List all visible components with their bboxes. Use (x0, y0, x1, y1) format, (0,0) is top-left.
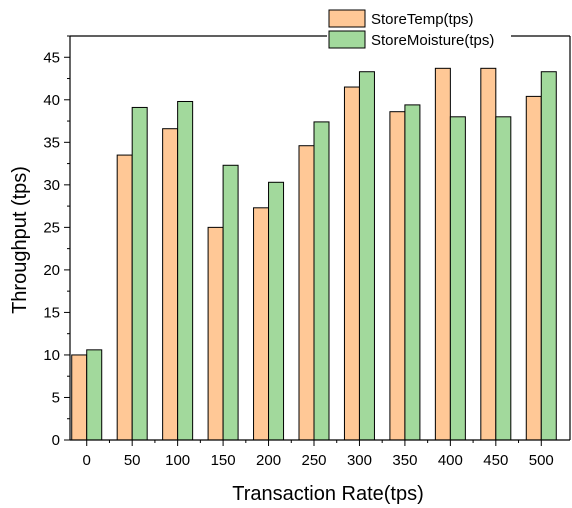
bar-storetemptps-300 (343, 86, 360, 441)
x-tick-label: 0 (83, 452, 91, 469)
bar-storetemptps-50 (116, 154, 133, 441)
bar-storetemptps-500 (525, 95, 542, 441)
y-tick-label: 35 (43, 134, 60, 151)
bar-storemoisturetps-400 (449, 116, 466, 441)
y-tick-label: 5 (52, 389, 60, 406)
bar-storetemptps-350 (389, 111, 406, 441)
x-tick-label: 200 (256, 452, 281, 469)
bar-storemoisturetps-150 (222, 164, 239, 441)
legend-label: StoreMoisture(tps) (371, 32, 494, 49)
x-tick-label: 100 (165, 452, 190, 469)
bar-storetemptps-450 (480, 67, 497, 441)
legend-swatch (328, 30, 366, 49)
y-tick-label: 30 (43, 177, 60, 194)
bar-storemoisturetps-450 (495, 116, 512, 441)
x-axis-title: Transaction Rate(tps) (232, 483, 424, 505)
bar-storemoisturetps-300 (358, 71, 375, 441)
y-axis-title: Throughput (tps) (9, 166, 31, 314)
bar-storetemptps-100 (162, 128, 179, 441)
bar-storetemptps-400 (434, 67, 451, 441)
bar-storetemptps-150 (207, 226, 224, 441)
bar-storetemptps-200 (253, 207, 270, 441)
bar-storemoisturetps-200 (268, 181, 285, 441)
y-tick-label: 15 (43, 304, 60, 321)
bar-storemoisturetps-250 (313, 121, 330, 441)
y-tick-label: 45 (43, 49, 60, 66)
bar-storetemptps-250 (298, 145, 315, 441)
axes-layer (64, 35, 571, 446)
x-tick-label: 450 (483, 452, 508, 469)
x-tick-label: 250 (301, 452, 326, 469)
bar-storemoisturetps-50 (131, 106, 148, 441)
legend-swatch (328, 9, 366, 28)
bars-layer (71, 67, 557, 441)
x-tick-label: 50 (124, 452, 141, 469)
bar-storetemptps-0 (71, 354, 88, 441)
x-tick-label: 150 (211, 452, 236, 469)
bar-storemoisturetps-500 (540, 71, 557, 441)
x-tick-label: 350 (392, 452, 417, 469)
bar-storemoisturetps-0 (86, 349, 103, 441)
x-tick-label: 500 (529, 452, 554, 469)
bar-storemoisturetps-350 (404, 104, 421, 441)
y-tick-label: 0 (52, 432, 60, 449)
y-tick-label: 20 (43, 262, 60, 279)
y-tick-label: 40 (43, 92, 60, 109)
y-tick-label: 25 (43, 219, 60, 236)
x-tick-label: 400 (438, 452, 463, 469)
legend: StoreTemp(tps) StoreMoisture(tps) (327, 8, 511, 50)
legend-label: StoreTemp(tps) (371, 11, 474, 28)
x-tick-label: 300 (347, 452, 372, 469)
bar-storemoisturetps-100 (177, 100, 194, 441)
y-tick-label: 10 (43, 347, 60, 364)
